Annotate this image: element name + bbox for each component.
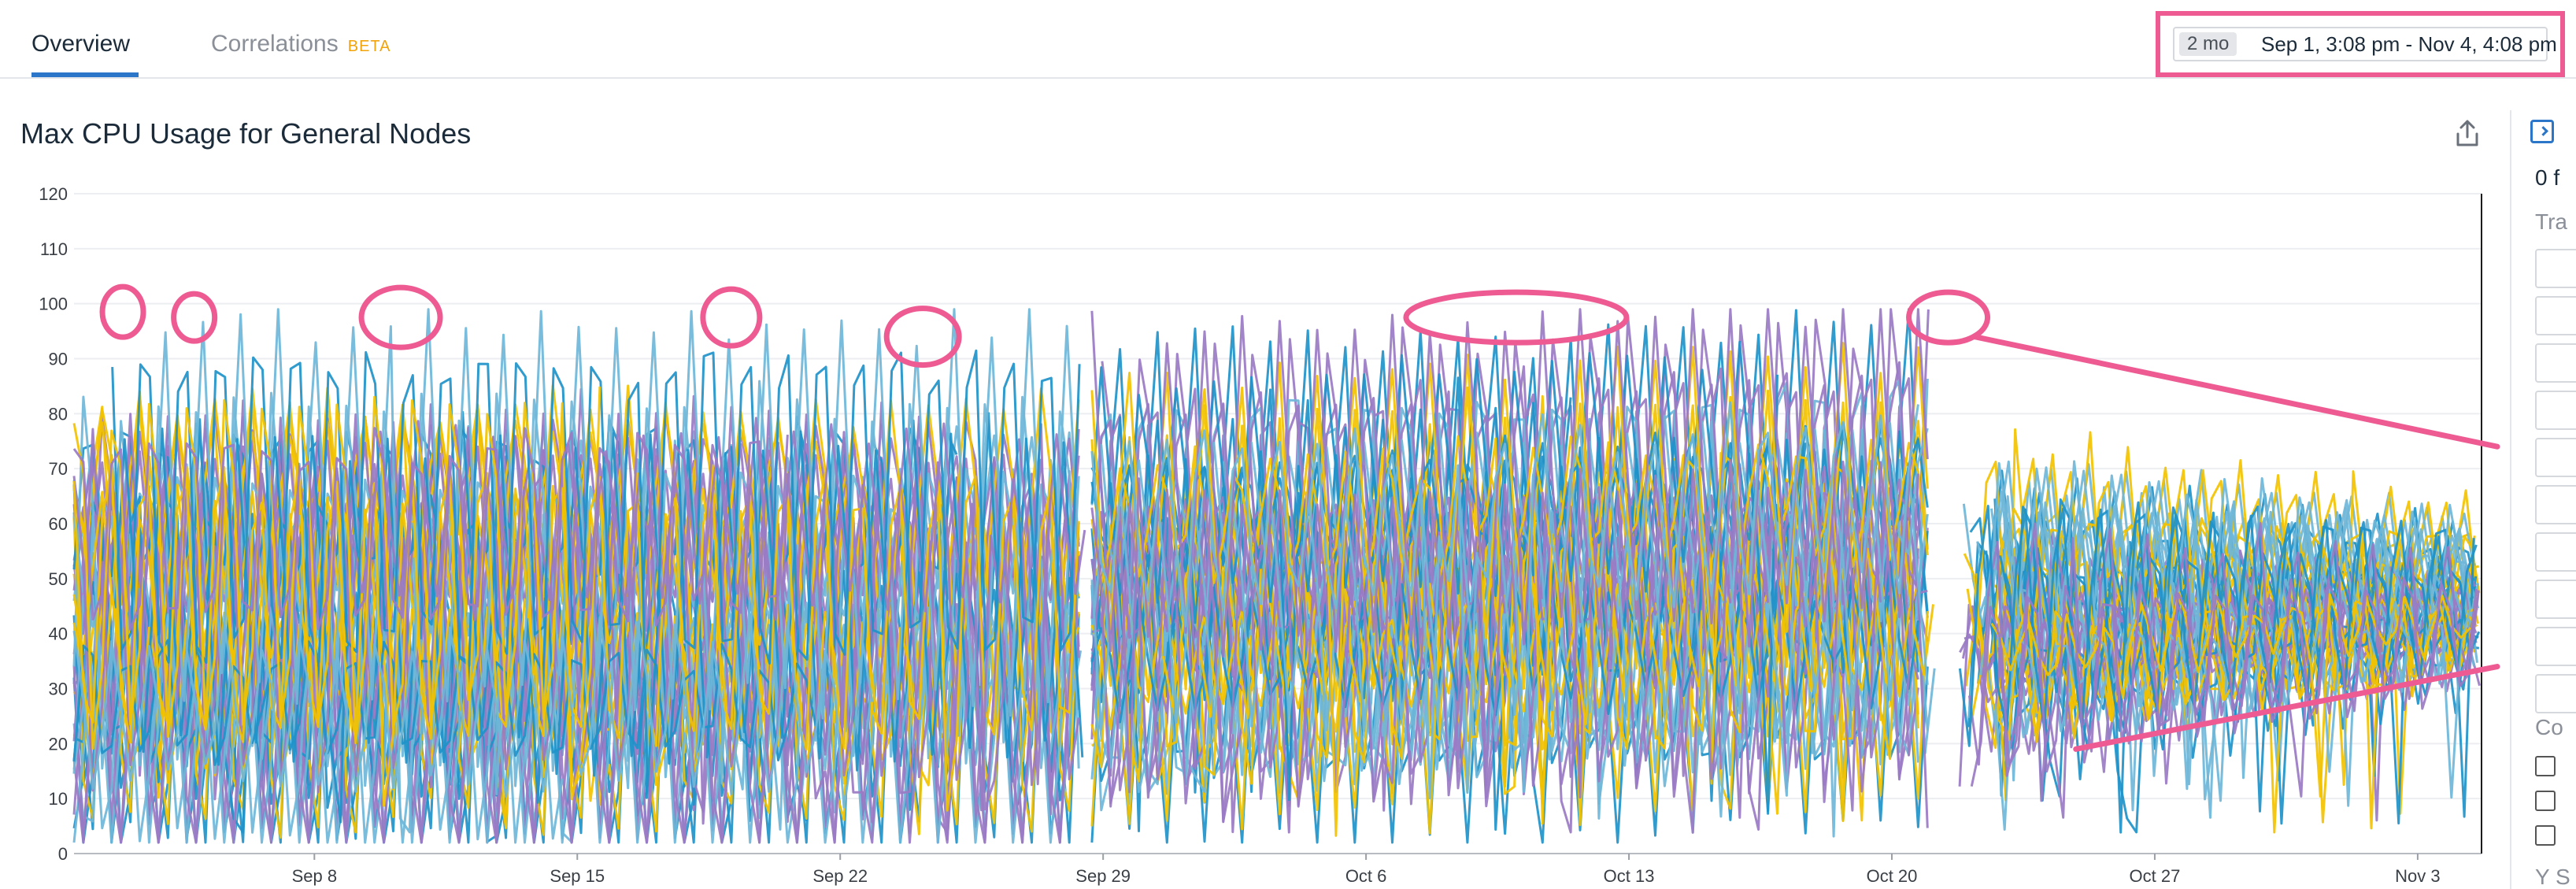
y-tick-label: 30 <box>49 680 68 699</box>
beta-badge: BETA <box>347 38 391 55</box>
cpu-line-chart[interactable]: 0 10 20 30 40 50 60 70 80 90 100 110 120 Sep 8 Sep 15… <box>0 173 2504 889</box>
series-line <box>72 427 789 631</box>
peak-circle-annotation <box>99 283 146 340</box>
series-line <box>72 613 874 809</box>
x-tick-label: Sep 15 <box>550 866 605 886</box>
collapse-panel-icon[interactable] <box>2530 120 2554 143</box>
series-line <box>72 639 817 766</box>
panel-field[interactable] <box>2535 249 2576 288</box>
series-line <box>1090 561 1919 724</box>
x-tick-label: Sep 22 <box>812 866 868 886</box>
chart-series <box>72 308 2481 844</box>
tab-overview-label: Overview <box>31 31 131 57</box>
panel-label-compare: Co <box>2535 715 2563 739</box>
panel-checkbox[interactable] <box>2535 791 2556 811</box>
tab-correlations[interactable]: Correlations BETA <box>211 28 391 62</box>
x-tick-label: Oct 20 <box>1867 866 1918 886</box>
series-line <box>1090 401 1919 800</box>
x-tick-label: Oct 6 <box>1345 866 1387 886</box>
export-icon[interactable] <box>2453 118 2482 150</box>
y-tick-label: 0 <box>58 844 68 864</box>
panel-field[interactable] <box>2535 438 2576 477</box>
x-axis: Sep 8 Sep 15 Sep 22 Sep 29 Oct 6 Oct 13 Oct 20… <box>292 854 2441 886</box>
x-tick-label: Oct 27 <box>2130 866 2181 886</box>
series-line <box>1993 498 2475 824</box>
chart-title: Max CPU Usage for General Nodes <box>20 117 472 150</box>
y-tick-label: 100 <box>39 294 68 314</box>
side-panel: 0 f Tra Co Y S <box>2510 110 2576 889</box>
series-line <box>1970 576 2480 787</box>
panel-function-count: 0 f <box>2535 165 2560 190</box>
x-tick-label: Sep 29 <box>1075 866 1131 886</box>
peak-circle-annotation <box>1403 289 1630 346</box>
y-tick-label: 40 <box>49 624 68 644</box>
x-tick-label: Oct 13 <box>1604 866 1655 886</box>
panel-label-yscale: Y S <box>2535 865 2570 889</box>
panel-checkbox[interactable] <box>2535 756 2556 776</box>
peak-circle-annotation <box>171 291 218 344</box>
panel-field[interactable] <box>2535 532 2576 572</box>
y-axis: 0 10 20 30 40 50 60 70 80 90 100 110 120 <box>39 184 68 864</box>
series-line <box>1990 591 2472 798</box>
peak-circle-annotation <box>883 306 962 369</box>
panel-field[interactable] <box>2535 627 2576 666</box>
x-tick-label: Sep 8 <box>292 866 338 886</box>
series-line <box>72 461 1080 813</box>
y-tick-label: 90 <box>49 350 68 369</box>
panel-field[interactable] <box>2535 674 2576 713</box>
y-tick-label: 80 <box>49 404 68 424</box>
active-tab-indicator <box>31 72 139 77</box>
panel-field[interactable] <box>2535 580 2576 619</box>
time-range-highlight: 2 mo Sep 1, 3:08 pm - Nov 4, 4:08 pm <box>2156 11 2565 77</box>
peak-circle-annotation <box>1906 289 1991 346</box>
y-tick-label: 50 <box>49 569 68 589</box>
tab-correlations-label: Correlations <box>211 31 339 57</box>
time-span-badge: 2 mo <box>2179 32 2237 56</box>
y-tick-label: 60 <box>49 514 68 534</box>
panel-label-transform: Tra <box>2535 209 2567 234</box>
panel-field[interactable] <box>2535 343 2576 383</box>
y-tick-label: 10 <box>49 789 68 809</box>
panel-field[interactable] <box>2535 391 2576 430</box>
series-line <box>111 349 1081 787</box>
series-line <box>72 463 1080 812</box>
panel-field[interactable] <box>2535 485 2576 524</box>
peak-circle-annotation <box>700 286 763 349</box>
x-tick-label: Nov 3 <box>2395 866 2440 886</box>
series-line <box>154 308 1078 834</box>
time-range-text: Sep 1, 3:08 pm - Nov 4, 4:08 pm <box>2261 32 2557 56</box>
y-tick-label: 110 <box>40 239 68 259</box>
tab-overview[interactable]: Overview <box>31 28 130 60</box>
panel-field[interactable] <box>2535 296 2576 335</box>
y-tick-label: 120 <box>39 184 68 204</box>
chart-annotations <box>99 283 2500 752</box>
series-line <box>351 417 1086 812</box>
y-tick-label: 20 <box>49 734 68 754</box>
trend-lower-line <box>2073 664 2500 752</box>
time-range-picker[interactable]: 2 mo Sep 1, 3:08 pm - Nov 4, 4:08 pm <box>2173 27 2557 61</box>
y-tick-label: 70 <box>49 459 68 479</box>
series-line <box>1090 459 1919 834</box>
series-line <box>72 386 601 801</box>
trend-upper-line <box>1971 334 2500 450</box>
series-line <box>1090 308 1929 794</box>
panel-checkbox[interactable] <box>2535 825 2556 846</box>
series-line <box>1958 501 2478 747</box>
peak-circle-annotation <box>358 284 443 350</box>
tab-bar: Overview Correlations BETA 2 mo Sep 1, 3:… <box>0 0 2576 79</box>
